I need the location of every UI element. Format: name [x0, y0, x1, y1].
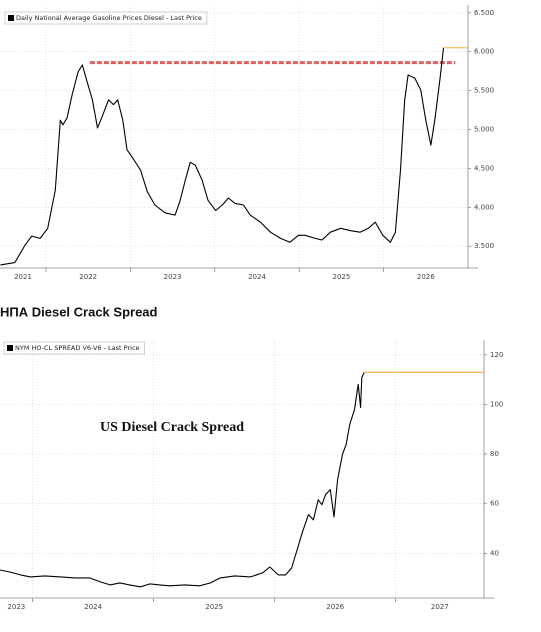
x-tick-label: 2022: [79, 273, 97, 281]
y-tick-label: 100: [490, 401, 503, 409]
x-tick-label: 2026: [417, 273, 435, 281]
y-tick-label: 40: [490, 549, 499, 557]
legend-box: [3, 341, 145, 355]
legend-box: [4, 11, 208, 25]
y-tick-label: 60: [490, 500, 499, 508]
y-tick-label: 120: [490, 351, 503, 359]
y-tick-label: 4.500: [474, 164, 494, 172]
y-tick-label: 6.000: [474, 48, 494, 56]
legend-text: NYM HO-CL SPREAD V6-V6 - Last Price: [15, 344, 140, 352]
y-tick-label: 80: [490, 450, 499, 458]
x-tick-label: 2025: [205, 603, 223, 611]
x-tick-label: 2023: [164, 273, 182, 281]
x-tick-label: 2023: [7, 603, 25, 611]
x-tick-label: 2025: [332, 273, 350, 281]
y-tick-label: 3.500: [474, 242, 494, 250]
legend-text: Daily National Average Gasoline Prices D…: [16, 14, 202, 22]
y-tick-label: 6.500: [474, 9, 494, 17]
x-tick-label: 2024: [248, 273, 266, 281]
y-tick-label: 4.000: [474, 203, 494, 211]
legend-swatch: [8, 15, 14, 21]
legend: Daily National Average Gasoline Prices D…: [4, 11, 208, 25]
y-tick-label: 5.000: [474, 125, 494, 133]
x-tick-label: 2024: [84, 603, 102, 611]
annotation: US Diesel Crack Spread: [100, 420, 244, 435]
chart-title: НПА Diesel Crack Spread: [0, 304, 158, 319]
data-line: [0, 47, 445, 266]
x-tick-label: 2021: [14, 273, 32, 281]
data-line: [0, 372, 365, 588]
legend: NYM HO-CL SPREAD V6-V6 - Last Price: [3, 341, 145, 355]
y-tick-label: 5.500: [474, 87, 494, 95]
x-tick-label: 2026: [326, 603, 344, 611]
x-tick-label: 2027: [431, 603, 449, 611]
legend-swatch: [7, 345, 13, 351]
